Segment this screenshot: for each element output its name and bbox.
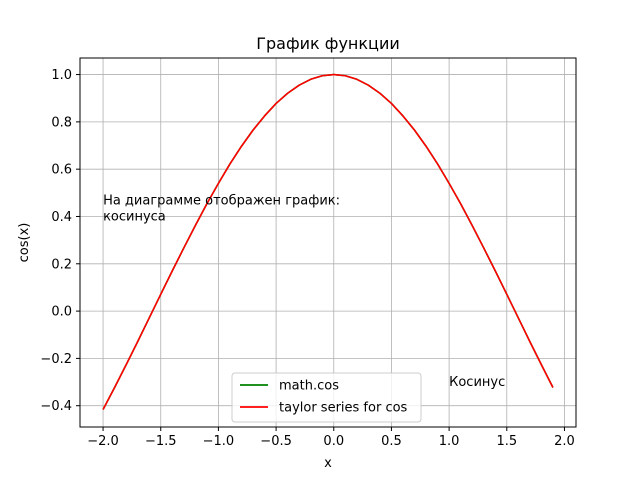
- y-tick-label: 0.6: [51, 163, 72, 178]
- series-line-1: [102, 73, 554, 410]
- plot-frame: [79, 57, 577, 428]
- x-tick-label: 1.5: [496, 434, 517, 449]
- y-axis-label: cos(x): [17, 223, 32, 263]
- y-tick-label: 0.0: [51, 305, 72, 320]
- x-tick-label: −2.0: [87, 434, 119, 449]
- series-layer: [102, 73, 554, 410]
- y-tick-label: −0.2: [40, 352, 72, 367]
- y-tick-label: 1.0: [51, 68, 72, 83]
- annotations: На диаграмме отображен график:косинуса Ко…: [103, 193, 505, 390]
- x-tick-label: 0.5: [381, 434, 402, 449]
- ticks: −2.0 −1.5 −1.0 −0.5 0.0 0.5 1.0 1.5 2.0 −0.4 −0.2 0…: [40, 68, 574, 449]
- y-tick-label: 0.2: [51, 257, 72, 272]
- annotation-text: Косинус: [449, 375, 505, 390]
- annotation-text: косинуса: [103, 209, 166, 224]
- legend-label: math.cos: [279, 379, 339, 394]
- x-tick-label: 2.0: [554, 434, 575, 449]
- y-tick-label: 0.8: [51, 115, 72, 130]
- x-tick-label: −1.0: [203, 434, 235, 449]
- legend-label: taylor series for cos: [279, 401, 408, 416]
- chart-title: График функции: [256, 34, 400, 53]
- x-tick-label: 0.0: [323, 434, 344, 449]
- legend-box: [231, 372, 422, 423]
- x-tick-label: 1.0: [439, 434, 460, 449]
- x-tick-label: −0.5: [260, 434, 292, 449]
- y-tick-label: −0.4: [40, 399, 72, 414]
- annotation-text: На диаграмме отображен график:: [103, 193, 340, 208]
- x-tick-label: −1.5: [145, 434, 177, 449]
- legend: math.cos taylor series for cos: [231, 372, 422, 423]
- y-tick-label: 0.4: [51, 210, 72, 225]
- x-axis-label: x: [324, 456, 332, 471]
